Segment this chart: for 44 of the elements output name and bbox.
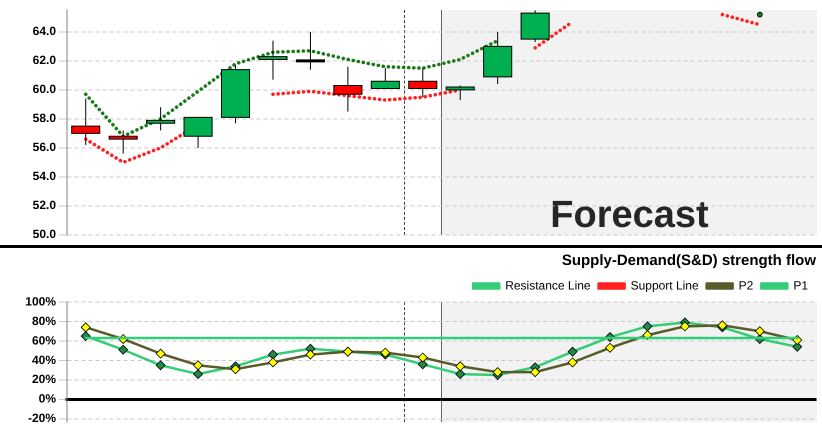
point [230, 364, 240, 374]
y-tick-label: 62.0 [32, 53, 56, 68]
y-tick-label: 80% [32, 314, 56, 328]
y-tick-label: 56.0 [32, 140, 56, 154]
point [568, 357, 578, 368]
point [268, 357, 278, 368]
chart-title: Supply-Demand(S&D) strength flow [562, 252, 816, 270]
point [193, 360, 203, 370]
y-tick-label: 54.0 [32, 169, 56, 184]
y-tick-label: 60% [32, 333, 56, 348]
point [306, 350, 316, 360]
y-tick-label: 0% [38, 392, 56, 406]
y-tick-label: -20% [28, 411, 56, 426]
y-tick-label: 20% [32, 372, 56, 386]
point [792, 342, 802, 352]
legend-label: P1 [793, 278, 808, 292]
point [642, 321, 652, 332]
point [754, 326, 765, 336]
y-tick-label: 52.0 [32, 198, 56, 212]
y-tick-label: 60.0 [32, 82, 56, 96]
legend-label: P2 [738, 278, 754, 292]
point [80, 322, 91, 332]
point [455, 369, 466, 379]
y-tick-label: 58.0 [32, 111, 56, 126]
point [268, 350, 278, 360]
y-tick-label: 40% [32, 352, 56, 367]
point [118, 344, 128, 355]
y-tick-label: 50.0 [32, 227, 56, 242]
y-tick-label: 100% [25, 294, 56, 308]
point [418, 352, 428, 362]
point [455, 361, 466, 372]
point [680, 321, 690, 332]
point [156, 360, 166, 370]
shaded-panel: Forecast [441, 10, 817, 235]
point [530, 367, 540, 378]
point [156, 348, 166, 359]
point [193, 369, 203, 379]
point [568, 346, 578, 357]
point [605, 342, 615, 353]
y-tick-label: 64.0 [32, 24, 56, 38]
legend-label: Support Line [630, 278, 699, 292]
legend-label: Resistance Line [505, 278, 591, 292]
point [492, 367, 503, 378]
annotation: Forecast [549, 194, 710, 236]
